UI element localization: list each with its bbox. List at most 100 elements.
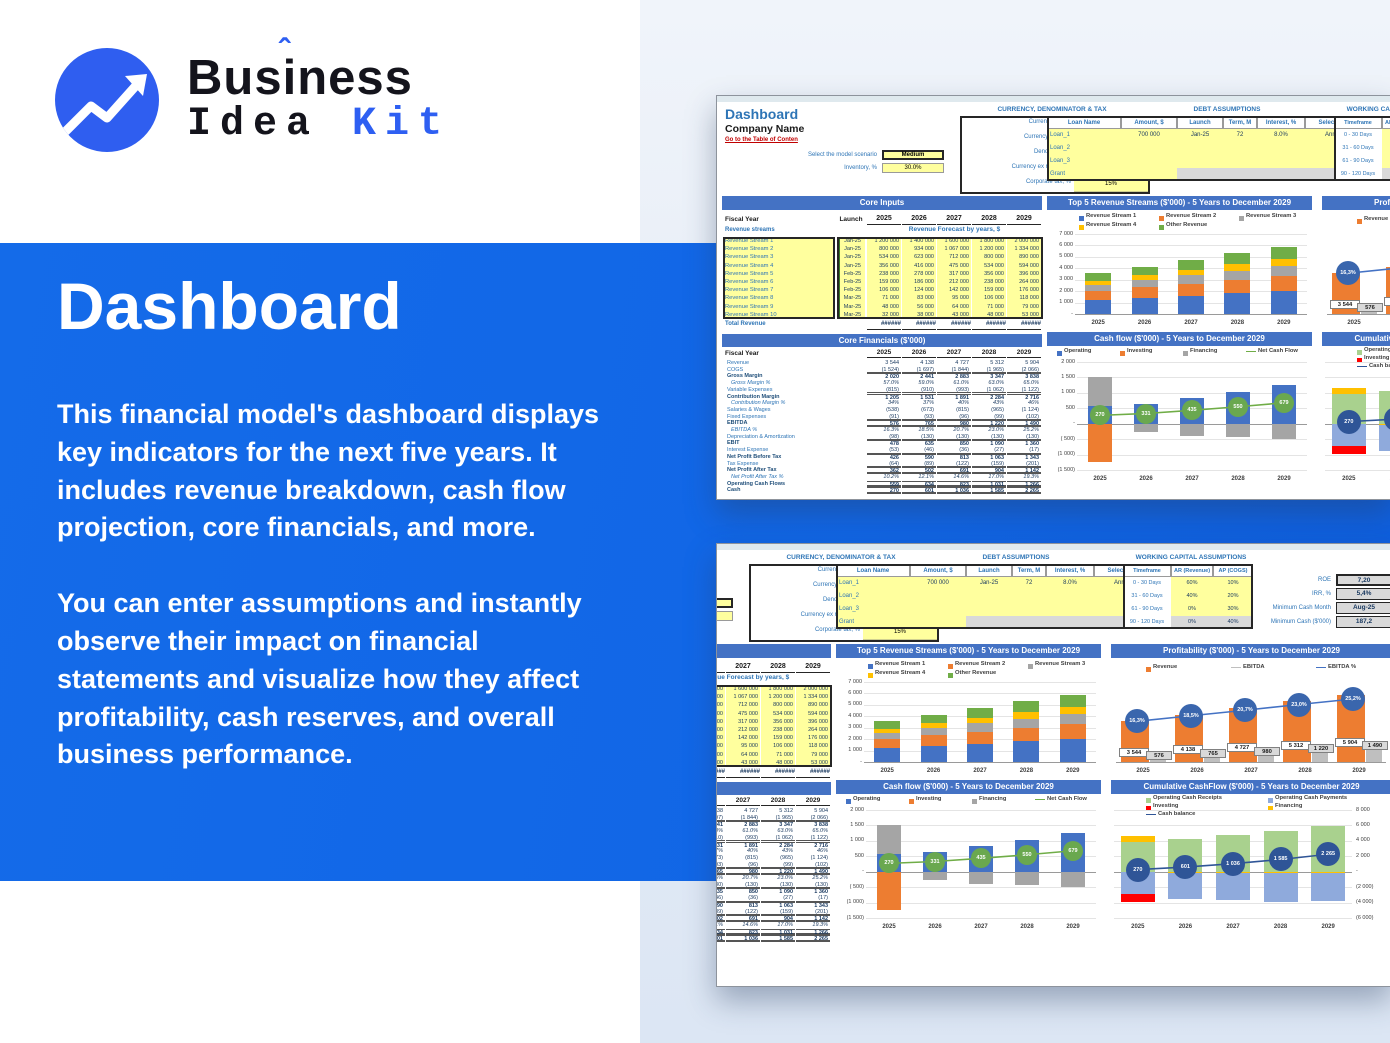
revenue-forecast-cell[interactable]: 53 000 bbox=[1007, 310, 1041, 319]
revenue-forecast-cell[interactable]: 95 000 bbox=[937, 294, 971, 303]
debt-cell[interactable]: 72 bbox=[1012, 577, 1046, 590]
revenue-forecast-cell[interactable]: 106 000 bbox=[761, 742, 795, 751]
debt-cell[interactable] bbox=[1121, 155, 1177, 168]
revenue-forecast-cell[interactable]: 2 000 000 bbox=[796, 685, 830, 694]
revenue-forecast-cell[interactable]: 32 000 bbox=[867, 310, 901, 319]
debt-cell[interactable]: Jan-25 bbox=[966, 577, 1012, 590]
debt-cell[interactable] bbox=[1177, 142, 1223, 155]
revenue-forecast-cell[interactable]: 800 000 bbox=[867, 245, 901, 254]
revenue-forecast-cell[interactable]: 64 000 bbox=[937, 302, 971, 311]
revenue-forecast-cell[interactable]: 1 200 000 bbox=[867, 237, 901, 246]
revenue-forecast-cell[interactable]: 1 400 000 bbox=[717, 685, 725, 694]
revenue-launch-month-cell[interactable]: Feb-25 bbox=[838, 286, 865, 295]
revenue-forecast-cell[interactable]: 106 000 bbox=[972, 294, 1006, 303]
debt-cell[interactable] bbox=[1177, 155, 1223, 168]
revenue-forecast-cell[interactable]: 142 000 bbox=[726, 734, 760, 743]
debt-cell[interactable] bbox=[910, 616, 966, 629]
revenue-forecast-cell[interactable]: 53 000 bbox=[796, 758, 830, 767]
revenue-forecast-cell[interactable]: 1 334 000 bbox=[1007, 245, 1041, 254]
working-cell[interactable]: 0% bbox=[1382, 168, 1390, 181]
revenue-forecast-cell[interactable]: 317 000 bbox=[937, 269, 971, 278]
revenue-forecast-cell[interactable]: 212 000 bbox=[937, 278, 971, 287]
debt-cell[interactable] bbox=[1223, 168, 1257, 181]
revenue-forecast-cell[interactable]: 38 000 bbox=[717, 758, 725, 767]
debt-cell[interactable] bbox=[1012, 590, 1046, 603]
working-cell[interactable]: 10% bbox=[1213, 577, 1253, 590]
revenue-forecast-cell[interactable]: 159 000 bbox=[761, 734, 795, 743]
revenue-stream-name-cell[interactable]: Revenue Stream 2 bbox=[723, 245, 835, 254]
revenue-forecast-cell[interactable]: 712 000 bbox=[937, 253, 971, 262]
revenue-forecast-cell[interactable]: 416 000 bbox=[902, 261, 936, 270]
debt-cell[interactable] bbox=[1257, 168, 1305, 181]
revenue-forecast-cell[interactable]: 356 000 bbox=[761, 717, 795, 726]
debt-cell[interactable] bbox=[1257, 142, 1305, 155]
revenue-forecast-cell[interactable]: 594 000 bbox=[796, 709, 830, 718]
revenue-forecast-cell[interactable]: 1 200 000 bbox=[972, 245, 1006, 254]
revenue-forecast-cell[interactable]: 1 067 000 bbox=[937, 245, 971, 254]
revenue-forecast-cell[interactable]: 83 000 bbox=[902, 294, 936, 303]
revenue-forecast-cell[interactable]: 1 800 000 bbox=[972, 237, 1006, 246]
debt-cell[interactable]: 72 bbox=[1223, 129, 1257, 142]
debt-cell[interactable] bbox=[966, 590, 1012, 603]
revenue-forecast-cell[interactable]: 623 000 bbox=[717, 701, 725, 710]
revenue-forecast-cell[interactable]: 79 000 bbox=[796, 750, 830, 759]
revenue-forecast-cell[interactable]: 2 000 000 bbox=[1007, 237, 1041, 246]
revenue-forecast-cell[interactable]: 142 000 bbox=[937, 286, 971, 295]
revenue-forecast-cell[interactable]: 416 000 bbox=[717, 709, 725, 718]
revenue-forecast-cell[interactable]: 1 800 000 bbox=[761, 685, 795, 694]
revenue-forecast-cell[interactable]: 159 000 bbox=[972, 286, 1006, 295]
working-cell[interactable]: 40% bbox=[1213, 616, 1253, 629]
revenue-forecast-cell[interactable]: 124 000 bbox=[717, 734, 725, 743]
revenue-forecast-cell[interactable]: 238 000 bbox=[761, 726, 795, 735]
working-cell[interactable]: 40% bbox=[1171, 590, 1213, 603]
revenue-forecast-cell[interactable]: 264 000 bbox=[1007, 278, 1041, 287]
revenue-forecast-cell[interactable]: 71 000 bbox=[761, 750, 795, 759]
revenue-forecast-cell[interactable]: 594 000 bbox=[1007, 261, 1041, 270]
inventory-input[interactable]: 30.0% bbox=[882, 163, 944, 173]
working-cell[interactable]: 0% bbox=[1171, 603, 1213, 616]
revenue-stream-name-cell[interactable]: Revenue Stream 6 bbox=[723, 278, 835, 287]
revenue-forecast-cell[interactable]: 48 000 bbox=[867, 302, 901, 311]
revenue-stream-name-cell[interactable]: Revenue Stream 7 bbox=[723, 286, 835, 295]
revenue-forecast-cell[interactable]: 356 000 bbox=[867, 261, 901, 270]
revenue-launch-month-cell[interactable]: Feb-25 bbox=[838, 278, 865, 287]
revenue-forecast-cell[interactable]: 356 000 bbox=[972, 269, 1006, 278]
revenue-forecast-cell[interactable]: 264 000 bbox=[796, 726, 830, 735]
revenue-forecast-cell[interactable]: 186 000 bbox=[902, 278, 936, 287]
revenue-stream-name-cell[interactable]: Revenue Stream 1 bbox=[723, 237, 835, 246]
debt-cell[interactable] bbox=[1223, 142, 1257, 155]
working-cell[interactable]: 0% bbox=[1382, 155, 1390, 168]
revenue-forecast-cell[interactable]: 1 600 000 bbox=[937, 237, 971, 246]
working-cell[interactable]: 60% bbox=[1382, 129, 1390, 142]
revenue-forecast-cell[interactable]: 118 000 bbox=[1007, 294, 1041, 303]
revenue-forecast-cell[interactable]: 1 600 000 bbox=[726, 685, 760, 694]
working-cell[interactable]: 0% bbox=[1171, 616, 1213, 629]
debt-cell[interactable]: Jan-25 bbox=[1177, 129, 1223, 142]
revenue-launch-month-cell[interactable]: Mar-25 bbox=[838, 310, 865, 319]
revenue-stream-name-cell[interactable]: Revenue Stream 4 bbox=[723, 261, 835, 270]
revenue-stream-name-cell[interactable]: Revenue Stream 9 bbox=[723, 302, 835, 311]
working-cell[interactable]: 60% bbox=[1171, 577, 1213, 590]
debt-cell[interactable]: 8.0% bbox=[1257, 129, 1305, 142]
table-of-contents-link[interactable]: Go to the Table of Conten bbox=[725, 137, 798, 143]
revenue-forecast-cell[interactable]: 48 000 bbox=[761, 758, 795, 767]
revenue-forecast-cell[interactable]: 623 000 bbox=[902, 253, 936, 262]
revenue-forecast-cell[interactable]: 71 000 bbox=[867, 294, 901, 303]
revenue-forecast-cell[interactable]: 43 000 bbox=[726, 758, 760, 767]
revenue-forecast-cell[interactable]: 1 200 000 bbox=[761, 693, 795, 702]
revenue-forecast-cell[interactable]: 934 000 bbox=[902, 245, 936, 254]
revenue-forecast-cell[interactable]: 238 000 bbox=[972, 278, 1006, 287]
revenue-forecast-cell[interactable]: 79 000 bbox=[1007, 302, 1041, 311]
debt-cell[interactable] bbox=[1223, 155, 1257, 168]
debt-cell[interactable] bbox=[966, 616, 1012, 629]
revenue-forecast-cell[interactable]: 176 000 bbox=[1007, 286, 1041, 295]
revenue-forecast-cell[interactable]: 159 000 bbox=[867, 278, 901, 287]
revenue-forecast-cell[interactable]: 212 000 bbox=[726, 726, 760, 735]
revenue-forecast-cell[interactable]: 1 400 000 bbox=[902, 237, 936, 246]
revenue-forecast-cell[interactable]: 475 000 bbox=[726, 709, 760, 718]
revenue-forecast-cell[interactable]: 38 000 bbox=[902, 310, 936, 319]
working-cell[interactable]: 20% bbox=[1213, 590, 1253, 603]
revenue-forecast-cell[interactable]: 534 000 bbox=[972, 261, 1006, 270]
working-cell[interactable]: 30% bbox=[1213, 603, 1253, 616]
working-cell[interactable]: 40% bbox=[1382, 142, 1390, 155]
